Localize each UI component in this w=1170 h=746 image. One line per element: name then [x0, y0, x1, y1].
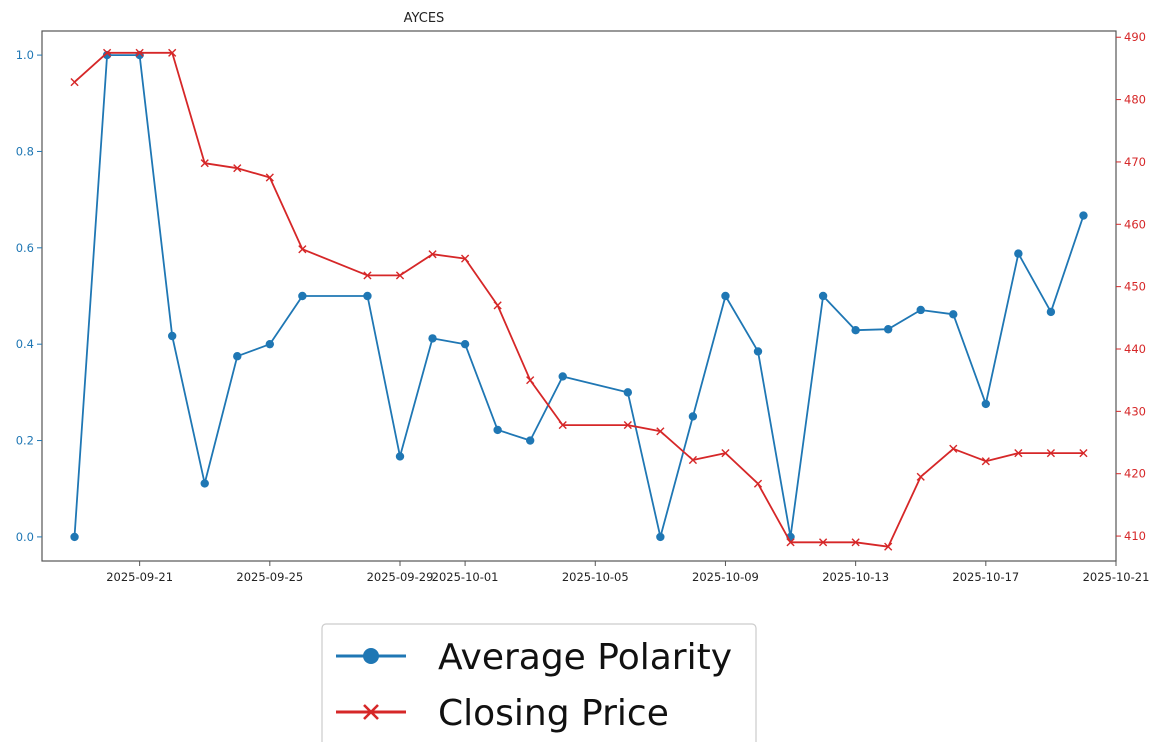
- x-tick-label: 2025-10-01: [432, 570, 499, 584]
- legend-item-closing-price: Closing Price: [336, 693, 669, 734]
- average-polarity-point: [428, 334, 437, 343]
- x-tick-label: 2025-10-09: [692, 570, 759, 584]
- average-polarity-point: [851, 326, 860, 335]
- average-polarity-point: [721, 291, 730, 301]
- closing-price-point: [688, 455, 698, 465]
- closing-price-point: [1079, 449, 1088, 458]
- average-polarity-point: [688, 412, 698, 421]
- legend: Average Polarity Closing Price: [321, 623, 757, 746]
- y-right-tick-label: 440: [1124, 342, 1146, 356]
- average-polarity-point: [1079, 211, 1088, 220]
- average-polarity-point: [70, 532, 79, 542]
- x-tick-label: 2025-09-21: [106, 570, 173, 584]
- closing-price-point: [786, 538, 795, 547]
- closing-price-point: [884, 542, 893, 551]
- y-left-tick-label: 0.6: [16, 241, 34, 255]
- closing-price-point: [428, 250, 437, 259]
- legend-item-average-polarity: Average Polarity: [336, 637, 732, 678]
- closing-price-point: [135, 48, 144, 57]
- closing-price-point: [526, 376, 535, 385]
- closing-price-point: [265, 173, 274, 182]
- average-polarity-point: [656, 532, 665, 542]
- y-left-tick-label: 0.0: [16, 530, 34, 544]
- y-right-tick-label: 490: [1124, 30, 1146, 44]
- closing-price-point: [460, 254, 470, 263]
- closing-price-point: [233, 164, 242, 173]
- average-polarity-point: [298, 291, 307, 301]
- x-tick-label: 2025-10-21: [1083, 570, 1150, 584]
- closing-price-point: [623, 420, 632, 430]
- series-layer: [70, 48, 1088, 551]
- legend-label: Average Polarity: [438, 637, 732, 678]
- average-polarity-point: [493, 425, 502, 435]
- closing-price-point: [363, 271, 372, 280]
- closing-price-point: [70, 78, 79, 87]
- y-right-tick-label: 460: [1124, 217, 1146, 231]
- average-polarity-point: [200, 479, 209, 488]
- y-right-tick-label: 480: [1124, 93, 1146, 107]
- closing-price-point: [656, 427, 665, 436]
- average-polarity-point: [460, 339, 470, 349]
- closing-price-point: [558, 420, 567, 430]
- average-polarity-point: [916, 305, 925, 315]
- average-polarity-point: [363, 291, 372, 301]
- y-right-tick-label: 420: [1124, 467, 1146, 481]
- average-polarity-point: [753, 347, 763, 356]
- x-tick-label: 2025-09-25: [236, 570, 303, 584]
- closing-price-point: [851, 538, 860, 547]
- closing-price-point: [298, 245, 307, 254]
- y-right-tick-label: 470: [1124, 155, 1146, 169]
- y-left-tick-label: 0.2: [16, 434, 34, 448]
- plot-frame: [41, 30, 1117, 562]
- legend-box: [321, 623, 757, 746]
- average-polarity-point: [265, 339, 275, 349]
- closing-price-point: [168, 48, 177, 57]
- closing-price-point: [102, 48, 112, 57]
- average-polarity-point: [818, 291, 828, 301]
- y-right-tick-label: 410: [1124, 529, 1146, 543]
- y-left-tick-label: 0.8: [16, 144, 34, 158]
- average-polarity-point: [395, 452, 405, 461]
- x-tick-label: 2025-10-17: [952, 570, 1019, 584]
- average-polarity-point: [949, 310, 958, 319]
- closing-price-point: [1046, 449, 1056, 458]
- y-right-tick-label: 450: [1124, 280, 1146, 294]
- closing-price-point: [395, 271, 405, 280]
- closing-price-point: [721, 449, 730, 458]
- average-polarity-point: [1014, 249, 1023, 258]
- closing-price-point: [493, 301, 502, 310]
- x-tick-label: 2025-09-29: [367, 570, 434, 584]
- average-polarity-point: [233, 352, 242, 361]
- x-tick-label: 2025-10-13: [822, 570, 889, 584]
- closing-price-point: [916, 472, 925, 481]
- average-polarity-point: [623, 388, 633, 397]
- y-left-tick-label: 1.0: [16, 48, 34, 62]
- closing-price-point: [949, 444, 958, 453]
- average-polarity-point: [883, 325, 893, 334]
- closing-price-point: [1014, 449, 1023, 458]
- average-polarity-point: [981, 399, 991, 409]
- y-left-tick-label: 0.4: [16, 337, 34, 351]
- y-right-tick-label: 430: [1124, 404, 1146, 418]
- closing-price-point: [981, 457, 990, 466]
- average-polarity-point: [525, 436, 535, 445]
- x-tick-label: 2025-10-05: [562, 570, 629, 584]
- legend-marker: [363, 648, 379, 664]
- average-polarity-line: [73, 54, 1085, 538]
- average-polarity-point: [1046, 307, 1056, 317]
- average-polarity-point: [558, 372, 567, 381]
- chart-title: AYCES: [404, 11, 445, 26]
- closing-price-point: [753, 479, 763, 488]
- average-polarity-point: [167, 331, 177, 341]
- axes-layer: 2025-09-21 2025-09-25 2025-09-292025-10-01…: [16, 30, 1150, 584]
- closing-price-line: [73, 51, 1084, 548]
- closing-price-point: [818, 538, 828, 547]
- legend-label: Closing Price: [438, 693, 669, 734]
- closing-price-point: [200, 159, 209, 168]
